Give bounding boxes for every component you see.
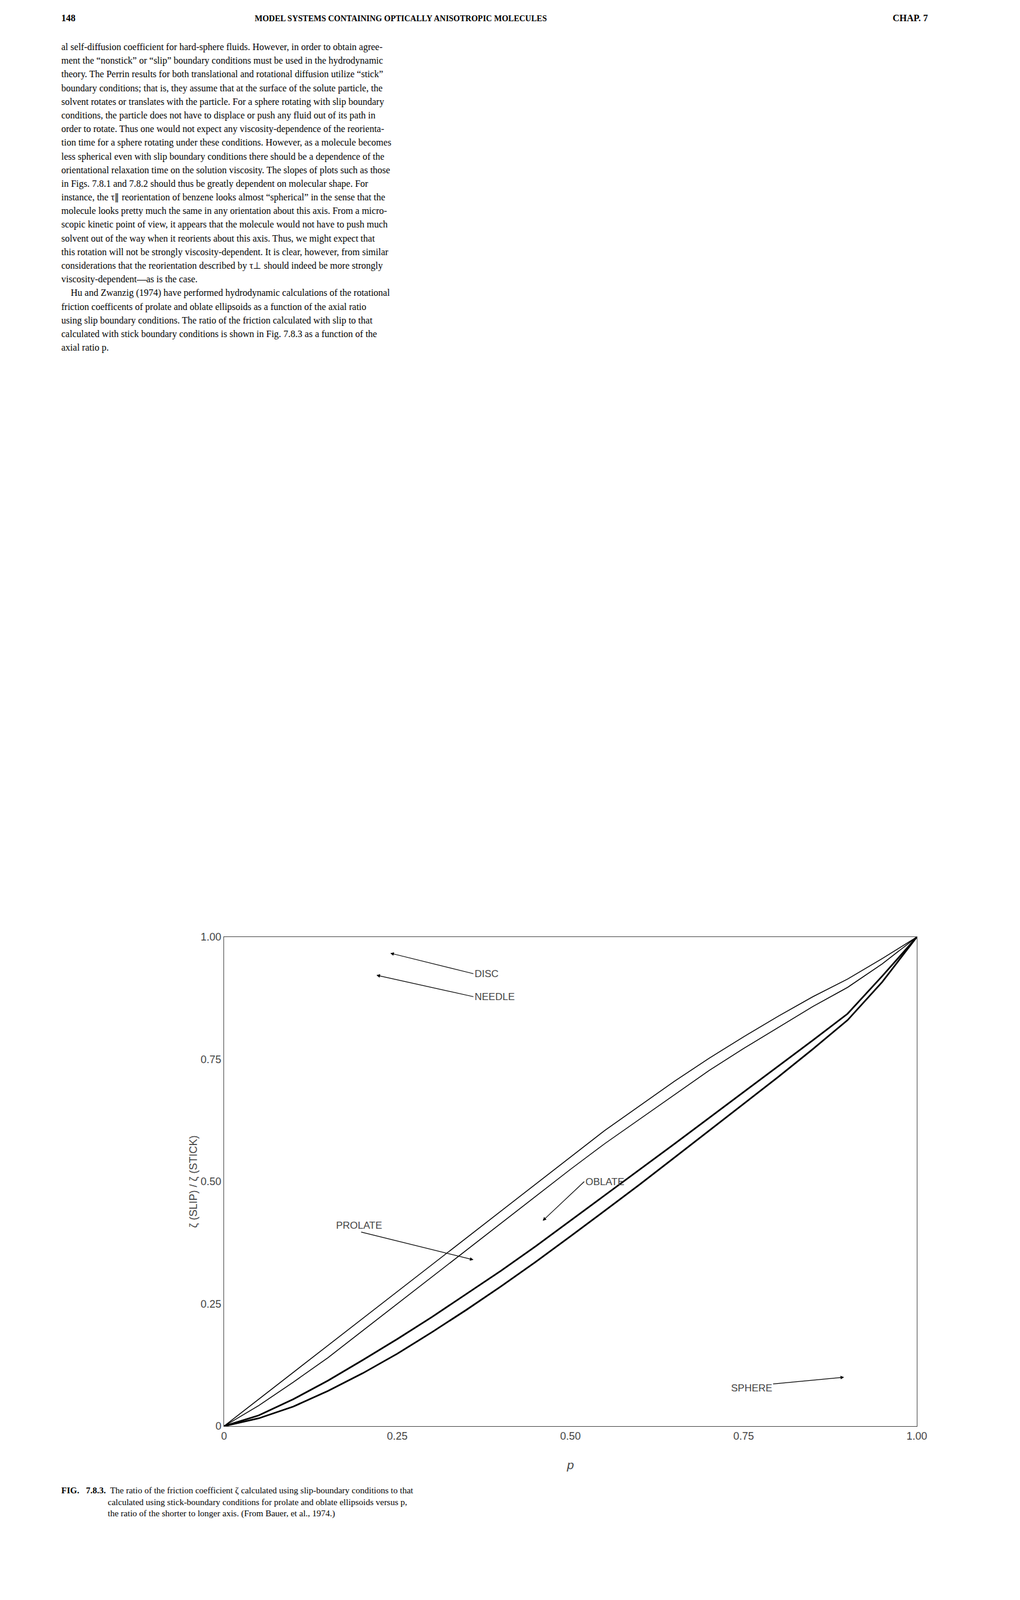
svg-text:0.75: 0.75: [733, 1430, 755, 1443]
svg-text:1.00: 1.00: [906, 1430, 927, 1443]
svg-text:0.50: 0.50: [200, 1176, 222, 1189]
svg-text:p: p: [566, 1458, 575, 1473]
svg-text:0.25: 0.25: [386, 1430, 408, 1443]
svg-text:SPHERE: SPHERE: [731, 1383, 773, 1395]
svg-text:0.75: 0.75: [200, 1054, 222, 1066]
svg-text:1.00: 1.00: [200, 931, 222, 944]
svg-text:ζ (SLIP) / ζ (STICK): ζ (SLIP) / ζ (STICK): [187, 1136, 200, 1229]
svg-text:OBLATE: OBLATE: [585, 1176, 625, 1189]
html-text:MODEL SYSTEMS CONTAINING OPTIC: MODEL SYSTEMS CONTAINING OPTICALLY ANISO…: [254, 14, 547, 23]
svg-text:NEEDLE: NEEDLE: [474, 991, 515, 1003]
html-text:CHAP. 7: CHAP. 7: [892, 12, 928, 23]
svg-text:0.25: 0.25: [200, 1298, 222, 1311]
html-text:al self-diffusion coefficient: al self-diffusion coefficient for hard-s…: [61, 41, 392, 353]
svg-text:0.50: 0.50: [560, 1430, 581, 1443]
svg-text:0: 0: [221, 1430, 227, 1443]
html-text:148: 148: [61, 12, 76, 23]
html-text:FIG. 7.8.3. The ratio of the f: FIG. 7.8.3. The ratio of the friction co…: [61, 1486, 414, 1519]
svg-text:PROLATE: PROLATE: [336, 1220, 383, 1232]
svg-text:DISC: DISC: [474, 968, 499, 980]
svg-text:0: 0: [215, 1420, 222, 1433]
